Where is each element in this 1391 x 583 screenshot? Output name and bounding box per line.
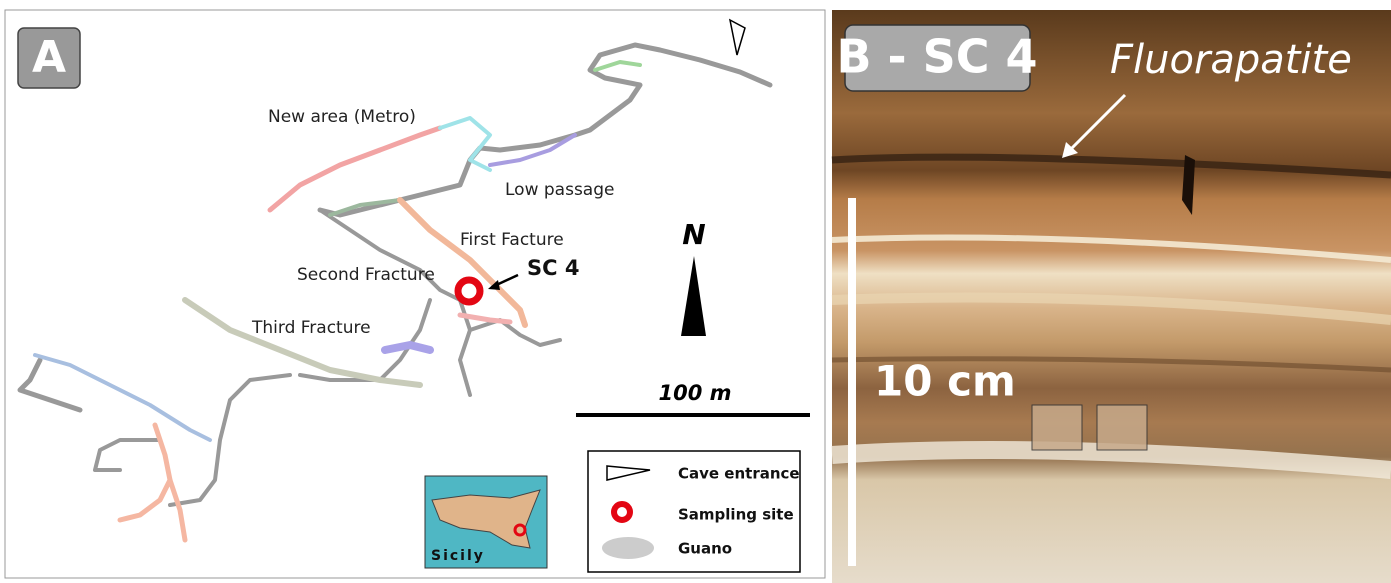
legend-text: Sampling site — [678, 506, 794, 524]
shape — [513, 523, 527, 537]
shape — [1031, 404, 1083, 451]
cave-map — [17, 18, 773, 543]
cave-passage — [457, 312, 513, 325]
panel-label: A — [32, 32, 66, 83]
cave-passage — [593, 60, 642, 72]
shape — [831, 356, 1391, 373]
scale-label: 10 cm — [874, 357, 1016, 406]
cave-passage — [17, 357, 83, 413]
cave-passage — [397, 197, 528, 328]
cave-passage — [267, 125, 443, 213]
cave-passage — [33, 353, 212, 442]
shape — [602, 537, 654, 559]
cave-passage — [298, 298, 432, 382]
cave-passage — [318, 208, 472, 397]
area-label: New area (Metro) — [268, 107, 416, 127]
north-label: N — [682, 218, 705, 251]
mineral-arrow-head — [1062, 142, 1078, 158]
shape — [831, 441, 1391, 479]
cave-passage — [438, 116, 492, 172]
area-label: Low passage — [505, 180, 614, 200]
shape — [611, 501, 633, 523]
shape — [831, 292, 1391, 325]
site-label: SC 4 — [527, 256, 579, 280]
sampling-site — [454, 276, 484, 306]
cave-passage — [167, 477, 188, 543]
panel-a: A New area (Metro) Low passage First Fac… — [4, 9, 826, 579]
inset-label: Sicily — [431, 548, 485, 564]
shape — [431, 489, 541, 549]
shape — [1096, 404, 1148, 451]
area-label: Third Fracture — [251, 318, 371, 338]
cave-passage — [117, 422, 173, 523]
scale-label: 100 m — [658, 381, 731, 405]
north-arrow — [681, 256, 706, 336]
entrance-marker — [728, 18, 746, 56]
legend-text: Cave entrance — [678, 465, 800, 483]
cave-passage — [168, 373, 292, 507]
shape — [844, 24, 1031, 92]
cave-passage — [468, 318, 562, 347]
area-label: First Facture — [460, 230, 564, 250]
shape — [1182, 155, 1195, 215]
site-arrow-head — [488, 280, 500, 290]
legend-text: Guano — [678, 540, 732, 558]
shape — [831, 153, 1391, 179]
mineral-label: Fluorapatite — [1110, 37, 1352, 83]
cave-passage — [317, 42, 773, 218]
legend: Cave entrance Sampling site Guano — [587, 450, 801, 573]
inset-map: Sicily — [424, 475, 548, 569]
cave-passage — [328, 198, 402, 217]
shape — [606, 465, 651, 481]
shape — [831, 234, 1391, 263]
cave-passage — [182, 297, 423, 388]
cave-passage — [381, 341, 434, 354]
cave-passage — [488, 133, 577, 167]
cave-passage — [93, 438, 162, 472]
area-label: Second Fracture — [297, 265, 435, 285]
panel-label: B - SC 4 — [836, 30, 1037, 84]
shape — [17, 27, 81, 89]
mineral-arrow — [1068, 93, 1127, 152]
panel-b: B - SC 4 Fluorapatite 10 cm — [831, 10, 1391, 583]
